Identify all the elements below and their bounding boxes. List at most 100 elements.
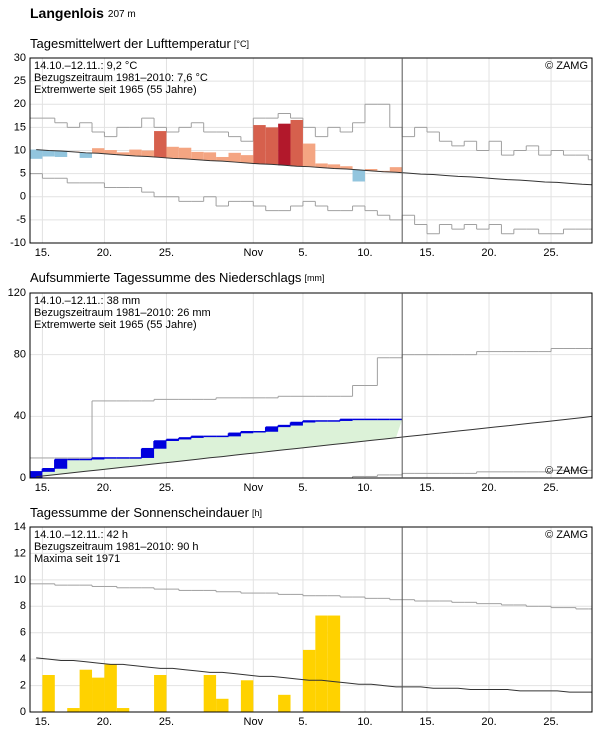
x-tick-label: 5. xyxy=(298,482,307,494)
normal-line xyxy=(36,415,593,478)
x-tick-label: 25. xyxy=(543,716,558,728)
y-tick-label: 25 xyxy=(14,75,26,87)
y-tick-label: 10 xyxy=(14,574,26,586)
annotation: 14.10.–12.11.: 38 mm xyxy=(34,295,140,307)
y-tick-label: 5 xyxy=(20,168,26,180)
annotation: Extremwerte seit 1965 (55 Jahre) xyxy=(34,319,197,331)
daily-increment xyxy=(278,425,291,428)
x-tick-label: 10. xyxy=(357,482,372,494)
anomaly-bar xyxy=(315,163,328,168)
x-tick-label: 25. xyxy=(543,247,558,259)
annotation: 14.10.–12.11.: 9,2 °C xyxy=(34,60,137,72)
x-tick-label: 15. xyxy=(419,247,434,259)
daily-increment xyxy=(178,437,192,440)
anomaly-bar xyxy=(340,166,353,169)
y-tick-label: 14 xyxy=(14,521,26,533)
anomaly-bar xyxy=(228,152,241,163)
copyright: © ZAMG xyxy=(545,529,588,541)
panel-title: Tagessumme der Sonnenscheindauer [h] xyxy=(30,505,262,520)
y-tick-label: 10 xyxy=(14,144,26,156)
x-tick-label: 15. xyxy=(419,716,434,728)
panel-title: Tagesmittelwert der Lufttemperatur [°C] xyxy=(30,36,249,51)
x-tick-label: 25. xyxy=(543,482,558,494)
y-tick-label: 0 xyxy=(20,191,26,203)
station-elevation: 207 m xyxy=(108,9,136,20)
page-title: Langenlois 207 m xyxy=(30,5,136,21)
anomaly-bar xyxy=(79,152,93,158)
panel-title-text: Tagessumme der Sonnenscheindauer xyxy=(30,505,250,520)
x-tick-label: 25. xyxy=(159,482,174,494)
y-tick-label: 40 xyxy=(14,410,26,422)
anomaly-bar xyxy=(116,152,130,156)
anomaly-bar xyxy=(253,125,266,164)
anomaly-bar xyxy=(191,151,204,160)
anomaly-bar xyxy=(141,150,155,157)
copyright: © ZAMG xyxy=(545,465,588,477)
panel-unit: [mm] xyxy=(304,273,324,283)
anomaly-bar xyxy=(364,169,378,171)
x-tick-label: 15. xyxy=(419,482,434,494)
anomaly-bar xyxy=(389,167,403,173)
y-tick-label: 0 xyxy=(20,706,26,718)
x-tick-label: 15. xyxy=(35,716,50,728)
station-name: Langenlois xyxy=(30,5,104,21)
y-tick-label: 20 xyxy=(14,98,26,110)
bar xyxy=(92,677,105,712)
annotation: Bezugszeitraum 1981–2010: 90 h xyxy=(34,541,199,553)
annotation: Extremwerte seit 1965 (55 Jahre) xyxy=(34,84,197,96)
bar xyxy=(42,675,55,712)
anomaly-bar xyxy=(54,150,68,157)
y-tick-label: -10 xyxy=(10,237,26,249)
anomaly-bar xyxy=(178,147,192,159)
anomaly-bar xyxy=(129,149,142,157)
x-tick-label: 10. xyxy=(357,247,372,259)
x-tick-label: 20. xyxy=(97,482,112,494)
daily-increment xyxy=(141,448,155,458)
x-tick-label: 5. xyxy=(298,716,307,728)
annotation: Bezugszeitraum 1981–2010: 7,6 °C xyxy=(34,72,208,84)
anomaly-bar xyxy=(154,131,167,158)
bar xyxy=(278,694,291,712)
anomaly-bar xyxy=(290,119,303,167)
anomaly-bar xyxy=(30,149,43,159)
panel-title-text: Aufsummierte Tagessumme des Niederschlag… xyxy=(30,270,302,285)
x-tick-label: 5. xyxy=(298,247,307,259)
normal-line xyxy=(36,149,593,186)
daily-increment xyxy=(54,459,68,469)
x-tick-label: Nov xyxy=(244,716,264,728)
annotation: 14.10.–12.11.: 42 h xyxy=(34,529,128,541)
daily-increment xyxy=(265,427,279,432)
bar xyxy=(240,680,254,712)
panel-title-text: Tagesmittelwert der Lufttemperatur xyxy=(30,36,232,51)
x-tick-label: 15. xyxy=(35,247,50,259)
x-tick-label: Nov xyxy=(244,247,264,259)
daily-increment xyxy=(166,439,179,441)
daily-increment xyxy=(290,422,303,426)
x-tick-label: 20. xyxy=(97,716,112,728)
y-tick-label: 120 xyxy=(8,287,26,299)
y-tick-label: 0 xyxy=(20,472,26,484)
bar xyxy=(203,675,217,712)
bar xyxy=(315,615,328,712)
y-tick-label: 30 xyxy=(14,52,26,64)
normal-line xyxy=(36,657,592,693)
bar xyxy=(302,649,316,712)
anomaly-bar xyxy=(352,169,365,182)
anomaly-bar xyxy=(104,150,117,155)
bar xyxy=(216,698,229,712)
x-tick-label: Nov xyxy=(244,482,264,494)
panel-unit: [h] xyxy=(252,508,262,518)
x-tick-label: 25. xyxy=(159,247,174,259)
daily-increment xyxy=(191,436,204,438)
x-tick-label: 10. xyxy=(357,716,372,728)
daily-increment xyxy=(240,431,254,434)
panel-title: Aufsummierte Tagessumme des Niederschlag… xyxy=(30,270,324,285)
daily-increment xyxy=(154,441,167,449)
daily-increment xyxy=(92,457,105,460)
y-tick-label: 15 xyxy=(14,121,26,133)
bar xyxy=(154,675,167,712)
daily-increment xyxy=(228,433,241,437)
bar xyxy=(116,708,130,712)
anomaly-bar xyxy=(327,164,341,169)
